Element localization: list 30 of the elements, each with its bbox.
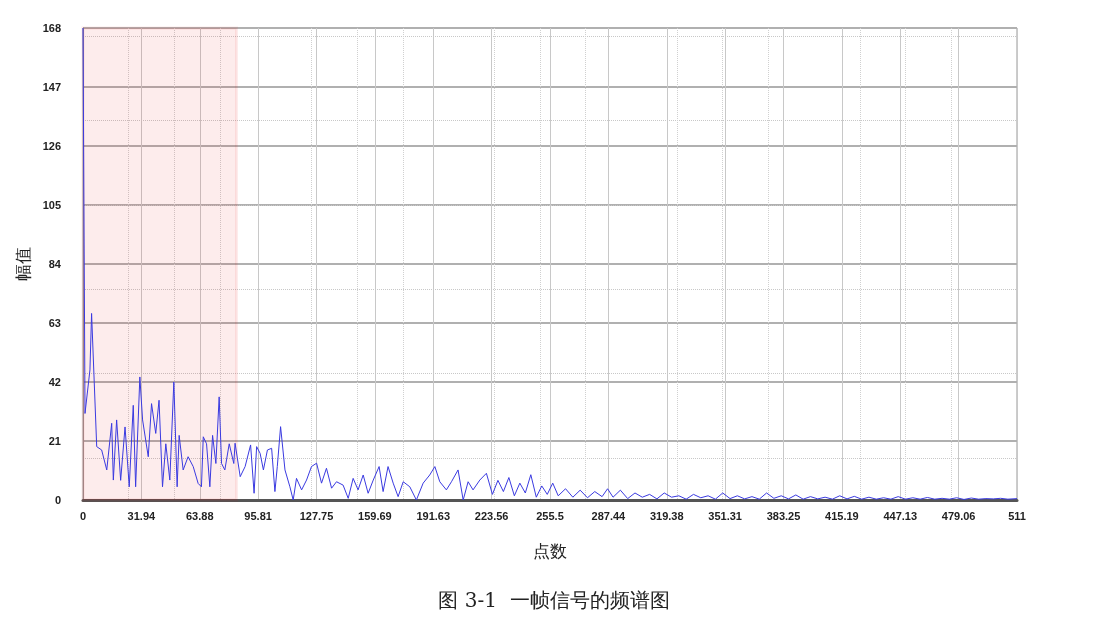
- x-tick-label: 447.13: [883, 509, 918, 522]
- x-tick-label: 31.94: [127, 509, 157, 522]
- x-tick-label: 415.19: [825, 509, 859, 522]
- y-tick-label: 126: [42, 140, 61, 152]
- caption: 图 3-1 一帧信号的频谱图: [438, 588, 670, 612]
- x-tick-label: 127.75: [299, 509, 334, 522]
- x-tick-label: 287.44: [591, 509, 627, 522]
- y-tick-label: 42: [48, 376, 61, 388]
- x-tick-label: 351.31: [708, 509, 742, 522]
- line-series: [82, 27, 1018, 501]
- y-tick-label: 63: [48, 317, 61, 329]
- y-tick-label: 21: [48, 435, 61, 447]
- x-tick-label: 159.69: [358, 509, 392, 522]
- x-tick-label: 383.25: [766, 509, 801, 522]
- x-tick-label: 0: [79, 509, 87, 522]
- x-tick-label: 191.63: [416, 509, 451, 522]
- x-axis-title: 点数: [533, 540, 567, 561]
- y-axis-title: 幅值: [13, 247, 34, 281]
- x-tick-label: 223.56: [474, 509, 509, 522]
- x-tick-label: 255.5: [536, 509, 564, 522]
- x-tick-label: 95.81: [244, 509, 272, 522]
- x-tick-label: 319.38: [649, 509, 684, 522]
- y-tick-label: 0: [54, 494, 61, 506]
- x-tick-label: 511: [1008, 509, 1026, 522]
- y-tick-label: 84: [48, 258, 62, 270]
- x-tick-label: 63.88: [185, 509, 214, 522]
- x-tick-label: 479.06: [941, 509, 976, 522]
- y-tick-label: 168: [42, 22, 61, 34]
- y-tick-label: 147: [42, 81, 61, 93]
- y-tick-label: 105: [42, 199, 61, 211]
